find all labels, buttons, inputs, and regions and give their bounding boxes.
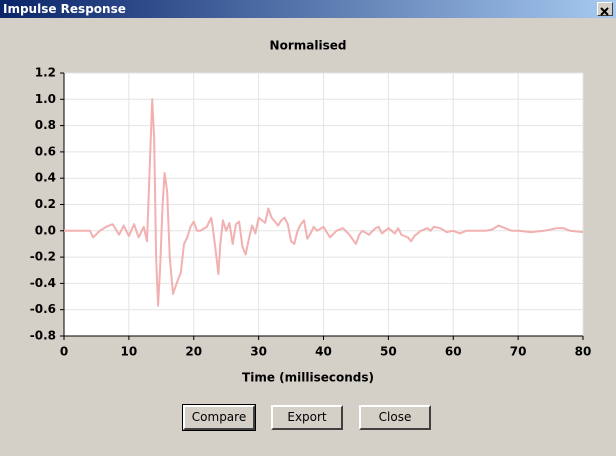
compare-button[interactable]: Compare: [182, 404, 256, 431]
chart: Normalised Time (milliseconds) -0.8 -0.6 -…: [30, 39, 592, 385]
y-tick-label: 0.8: [35, 118, 56, 132]
export-button[interactable]: Export: [271, 405, 343, 430]
close-button[interactable]: Close: [359, 405, 431, 430]
axis-frame: [63, 73, 583, 337]
x-tick-label: 10: [121, 345, 138, 359]
x-tick-label: 60: [445, 345, 462, 359]
line-series: [64, 98, 584, 307]
y-tick-label: -0.6: [30, 302, 56, 316]
y-tick-label: 1.0: [35, 92, 56, 106]
y-tick-label: 1.2: [35, 66, 56, 80]
x-tick-label: 20: [185, 345, 202, 359]
x-tick-label: 30: [250, 345, 267, 359]
x-tick-label: 0: [60, 345, 68, 359]
x-tick-label: 80: [575, 345, 592, 359]
x-tick-label: 70: [510, 345, 527, 359]
y-tick-label: 0.6: [35, 144, 56, 158]
x-axis-label: Time (milliseconds): [242, 371, 374, 385]
close-window-button[interactable]: [597, 2, 613, 16]
y-tick-label: -0.2: [30, 250, 56, 264]
x-tick-label: 50: [380, 345, 397, 359]
y-tick-label: -0.8: [30, 329, 56, 343]
chart-title: Normalised: [270, 39, 347, 53]
x-tick-label: 40: [315, 345, 332, 359]
y-tick-label: 0.4: [35, 171, 56, 185]
y-tick-label: 0.2: [35, 197, 56, 211]
window-title: Impulse Response: [3, 2, 126, 16]
title-bar: Impulse Response: [0, 0, 616, 18]
close-icon: [600, 7, 609, 16]
y-tick-label: 0.0: [35, 223, 56, 237]
y-tick-label: -0.4: [30, 276, 56, 290]
